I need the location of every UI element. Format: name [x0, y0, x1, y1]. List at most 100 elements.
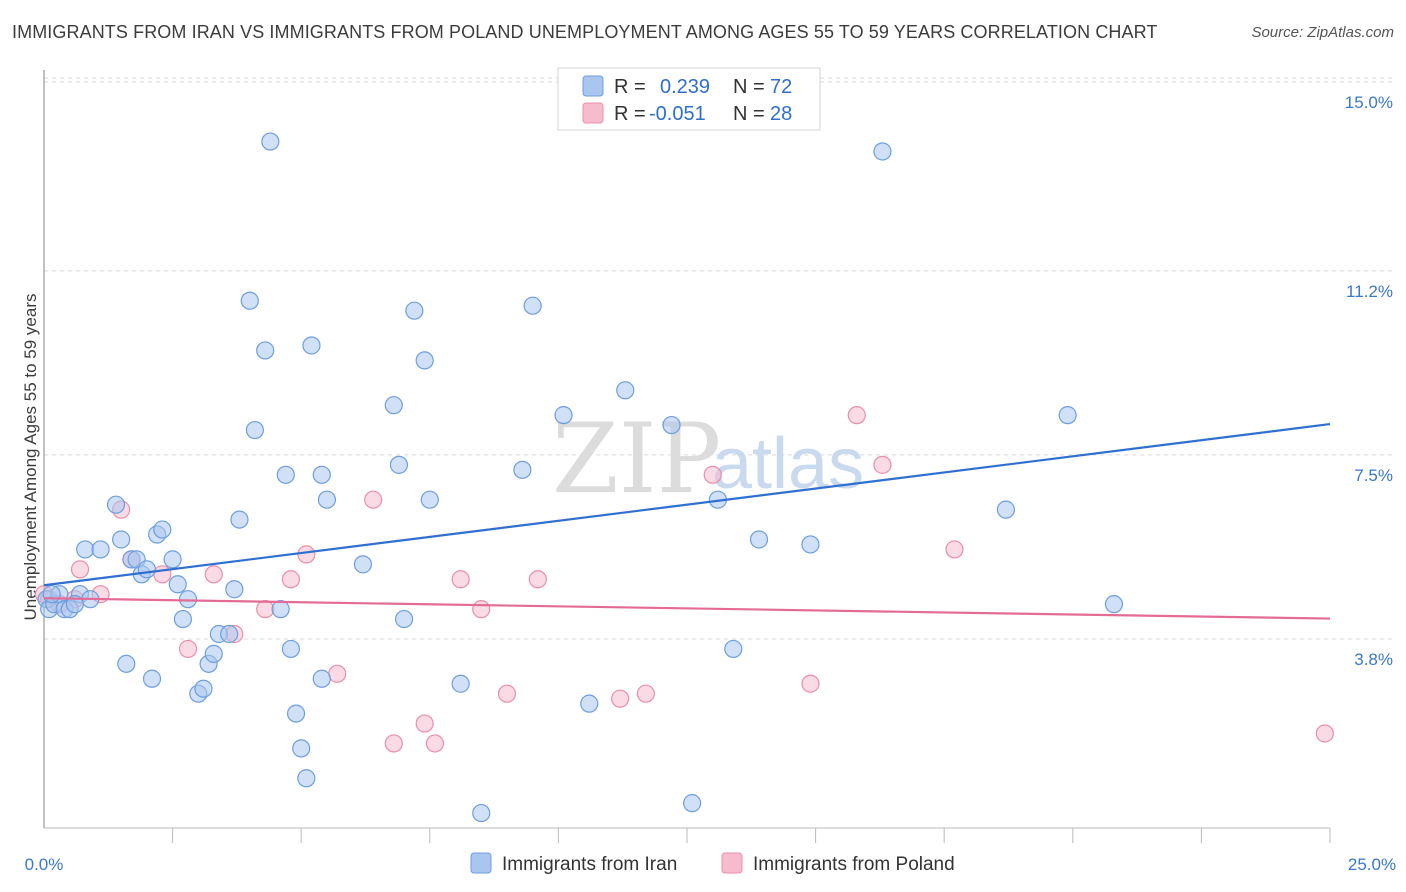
iran-point-55 [513, 460, 532, 479]
iran-point-42 [302, 336, 321, 355]
iran-point-32 [240, 291, 259, 310]
poland-point-20 [451, 570, 470, 589]
poland-point-24 [611, 689, 630, 708]
bottom-legend: Immigrants from Iran Immigrants from Pol… [470, 852, 955, 875]
poland-point-16 [364, 490, 383, 509]
poland-point-27 [801, 674, 820, 693]
trend-lines [43, 422, 1331, 620]
iran-point-25 [194, 679, 213, 698]
iran-point-18 [163, 550, 182, 569]
iran-point-70 [42, 585, 61, 604]
bottom-legend-swatch-iran [470, 852, 492, 874]
poland-point-10 [204, 565, 223, 584]
bottom-legend-swatch-poland [721, 852, 743, 874]
iran-point-20 [117, 654, 136, 673]
poland-point-17 [384, 734, 403, 753]
poland-point-28 [847, 406, 866, 425]
iran-point-33 [245, 420, 265, 440]
iran-point-36 [271, 600, 290, 619]
iran-point-50 [405, 301, 424, 320]
iran-point-49 [394, 609, 414, 629]
bottom-legend-label-poland: Immigrants from Poland [753, 854, 955, 875]
poland-point-8 [153, 565, 172, 584]
iran-point-47 [384, 396, 403, 415]
poland-point-31 [1315, 724, 1334, 743]
iran-point-27 [204, 644, 223, 663]
iran-point-29 [220, 624, 239, 644]
x-tick-label-max: 25.0% [1348, 855, 1396, 874]
poland-point-9 [178, 639, 198, 659]
y-tick-label-3: 15.0% [1345, 93, 1393, 112]
iran-point-44 [312, 669, 331, 688]
x-tick-marks [172, 828, 1331, 843]
iran-point-67 [996, 500, 1016, 519]
poland-point-22 [497, 684, 517, 703]
poland-point-26 [703, 465, 722, 484]
poland-point-13 [281, 570, 301, 589]
poland-trend-line [43, 597, 1331, 620]
poland-point-12 [256, 600, 275, 619]
poland-point-15 [328, 664, 347, 683]
iran-point-11 [112, 530, 131, 549]
chart-title: IMMIGRANTS FROM IRAN VS IMMIGRANTS FROM … [12, 22, 1158, 42]
iran-trend-line [43, 422, 1331, 587]
bottom-legend-label-iran: Immigrants from Iran [502, 854, 677, 875]
iran-point-43 [312, 465, 331, 484]
iran-point-48 [389, 455, 409, 474]
legend-poland-n-label: N = [733, 103, 765, 125]
iran-point-34 [256, 341, 275, 360]
legend-poland-n-value: 28 [770, 103, 792, 125]
watermark-zip: ZIP [552, 403, 721, 515]
y-tick-label-1: 7.5% [1354, 466, 1393, 485]
poland-point-19 [425, 734, 445, 753]
source-label: Source: ZipAtlas.com [1251, 24, 1394, 41]
legend-iran-n-label: N = [733, 76, 765, 98]
legend-swatch-poland [582, 102, 604, 124]
iran-point-57 [554, 406, 573, 425]
iran-point-31 [230, 510, 249, 529]
iran-point-9 [91, 540, 110, 559]
iran-point-53 [451, 674, 470, 693]
x-tick-label-min: 0.0% [25, 855, 64, 874]
iran-point-51 [415, 351, 434, 370]
y-tick-label-2: 11.2% [1346, 282, 1393, 301]
iran-point-30 [225, 580, 244, 599]
legend-box: R = 0.239 N = 72 R = -0.051 N = 28 [557, 67, 821, 131]
y-tick-label-0: 3.8% [1354, 650, 1393, 669]
legend-iran-n-value: 72 [770, 76, 792, 98]
iran-point-56 [523, 296, 542, 315]
iran-point-23 [178, 590, 198, 609]
iran-point-8 [76, 540, 95, 559]
poland-point-25 [636, 684, 655, 703]
iran-point-17 [153, 520, 172, 539]
y-tick-labels: 3.8% 7.5% 11.2% 15.0% [1345, 93, 1393, 669]
legend-iran-r-label: R = [614, 76, 646, 98]
poland-point-21 [472, 600, 491, 619]
iran-point-54 [472, 803, 491, 823]
iran-point-37 [276, 465, 295, 484]
iran-point-58 [580, 694, 599, 713]
watermark-atlas: atlas [712, 424, 864, 504]
iran-point-66 [873, 142, 892, 161]
iran-point-10 [106, 495, 126, 514]
iran-point-40 [292, 739, 311, 758]
gridlines [44, 77, 1392, 640]
iran-point-68 [1058, 406, 1077, 425]
iran-point-38 [281, 639, 301, 659]
iran-point-60 [662, 415, 681, 435]
iran-point-35 [261, 132, 280, 151]
y-axis-label: Unemployment Among Ages 55 to 59 years [21, 294, 40, 621]
legend-swatch-iran [582, 75, 604, 97]
iran-point-15 [137, 560, 156, 579]
poland-point-4 [70, 560, 90, 579]
iran-point-71 [65, 595, 84, 614]
poland-point-29 [873, 455, 892, 474]
iran-point-64 [749, 530, 769, 549]
iran-point-61 [683, 794, 702, 813]
iran-point-46 [353, 555, 373, 574]
iran-point-19 [168, 575, 187, 594]
iran-point-22 [173, 609, 192, 629]
iran-point-63 [724, 639, 743, 659]
iran-point-52 [420, 490, 439, 509]
